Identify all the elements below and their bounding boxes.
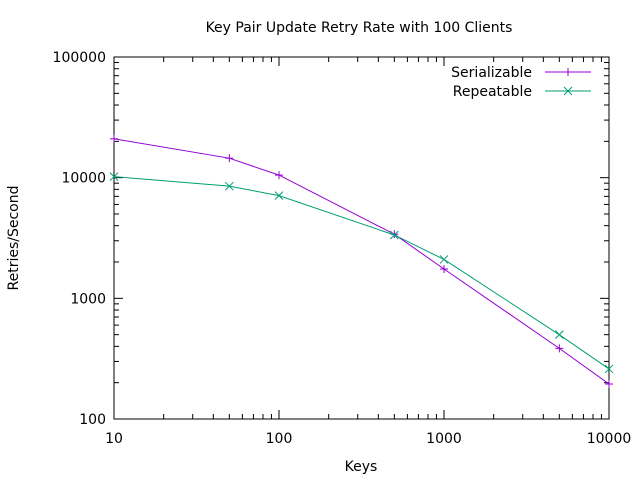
- data-point-repeatable: [224, 181, 234, 191]
- legend-marker-serializable: [564, 68, 572, 76]
- marker-stroke: [109, 172, 119, 181]
- data-point-serializable: [440, 265, 448, 274]
- legend: Serializable Repeatable: [451, 65, 591, 100]
- marker-stroke: [389, 230, 399, 240]
- x-tick-label: 1000: [426, 431, 462, 447]
- marker-stroke: [274, 191, 284, 200]
- legend-marker-repeatable: [563, 86, 573, 96]
- marker-stroke: [563, 86, 573, 96]
- legend-label-serializable: Serializable: [451, 65, 532, 81]
- plot-frame: [113, 56, 610, 420]
- x-tick-label: 10000: [587, 431, 632, 447]
- series-line-serializable: [113, 138, 610, 385]
- axes-layer: 10 100 1000 10000 100 1000 10000 100000: [53, 50, 632, 447]
- series-layer: [109, 134, 614, 389]
- y-tick-label: 1000: [70, 291, 106, 307]
- data-point-repeatable: [604, 364, 614, 374]
- data-point-repeatable: [389, 230, 399, 240]
- chart-title: Key Pair Update Retry Rate with 100 Clie…: [206, 20, 513, 36]
- legend-label-repeatable: Repeatable: [453, 84, 532, 100]
- marker-stroke: [224, 181, 234, 191]
- data-point-repeatable: [274, 191, 284, 200]
- y-tick-label: 10000: [61, 171, 106, 187]
- y-tick-label: 100: [79, 412, 106, 428]
- marker-stroke: [439, 255, 449, 264]
- x-axis-label: Keys: [345, 459, 378, 475]
- data-point-serializable: [555, 344, 564, 353]
- data-point-serializable: [605, 380, 613, 389]
- data-point-repeatable: [439, 255, 449, 264]
- y-axis-label: Retries/Second: [6, 186, 22, 291]
- x-tick-label: 10: [105, 431, 123, 447]
- data-point-repeatable: [554, 330, 564, 340]
- marker-stroke: [554, 330, 564, 340]
- marker-stroke: [604, 364, 614, 374]
- x-tick-label: 100: [266, 431, 293, 447]
- data-point-serializable: [275, 171, 283, 180]
- data-point-serializable: [225, 154, 234, 163]
- series-line-repeatable: [113, 176, 610, 370]
- y-tick-label: 100000: [53, 50, 106, 66]
- data-point-repeatable: [109, 172, 119, 181]
- data-point-serializable: [110, 134, 118, 143]
